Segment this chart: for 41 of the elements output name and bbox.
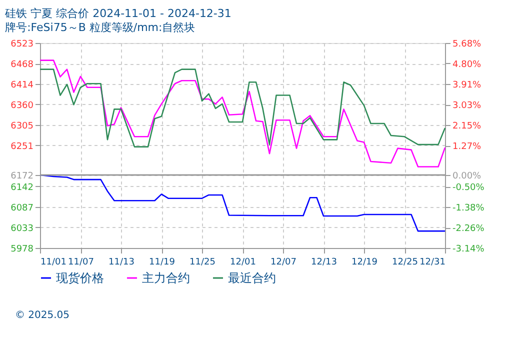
x-tick-label: 12/25 bbox=[392, 258, 418, 268]
legend-label: 现货价格 bbox=[56, 271, 104, 285]
line-series bbox=[39, 60, 446, 168]
y-tick-label: 6523 bbox=[10, 40, 34, 50]
x-tick-label: 11/19 bbox=[149, 258, 176, 268]
y-tick-label: 6360 bbox=[10, 100, 34, 111]
x-tick-label: 12/19 bbox=[352, 258, 378, 268]
y-tick-label: 5978 bbox=[10, 244, 34, 254]
y-tick-label: 6251 bbox=[10, 142, 34, 152]
x-tick-label: 12/13 bbox=[311, 258, 337, 268]
y-tick-label: 6172 bbox=[10, 172, 34, 182]
y2-tick-label: 2.15% bbox=[452, 122, 482, 132]
y2-tick-label: 0.00% bbox=[452, 172, 482, 182]
y-tick-label: 6142 bbox=[10, 182, 34, 193]
y2-tick-label: -0.50% bbox=[452, 183, 485, 194]
y2-tick-label: -3.14% bbox=[452, 244, 485, 254]
x-tick-label: 12/01 bbox=[230, 258, 256, 268]
y-tick-label: 6305 bbox=[10, 122, 34, 132]
line-series bbox=[39, 68, 446, 148]
x-tick-label: 11/25 bbox=[190, 258, 216, 268]
legend-label: 主力合约 bbox=[142, 271, 190, 285]
legend-label: 最近合约 bbox=[228, 271, 276, 285]
y-tick-label: 6414 bbox=[10, 80, 34, 90]
y2-tick-label: -2.26% bbox=[452, 224, 485, 234]
x-tick-label: 12/07 bbox=[270, 258, 296, 268]
y2-tick-label: 5.68% bbox=[452, 40, 482, 50]
y2-tick-label: 1.27% bbox=[452, 142, 482, 152]
x-tick-label: 11/01 bbox=[40, 258, 66, 268]
chart-subtitle: 牌号:FeSi75～B 粒度等级/mm:自然块 bbox=[5, 21, 196, 34]
y2-tick-label: 3.91% bbox=[452, 80, 482, 91]
y-tick-label: 6033 bbox=[10, 224, 34, 234]
y2-tick-label: -1.38% bbox=[452, 204, 485, 214]
y-tick-label: 6087 bbox=[10, 204, 34, 214]
x-tick-label: 11/07 bbox=[68, 258, 94, 268]
chart-title: 硅铁 宁夏 综合价 2024-11-01 - 2024-12-31 bbox=[4, 7, 232, 20]
y2-tick-label: 3.03% bbox=[452, 101, 482, 112]
y-tick-label: 6468 bbox=[10, 60, 34, 70]
x-tick-label: 11/13 bbox=[108, 258, 134, 268]
y2-tick-label: 4.80% bbox=[452, 60, 482, 70]
x-tick-label: 12/31 bbox=[420, 258, 446, 268]
text: © 2025.05 bbox=[15, 310, 70, 321]
